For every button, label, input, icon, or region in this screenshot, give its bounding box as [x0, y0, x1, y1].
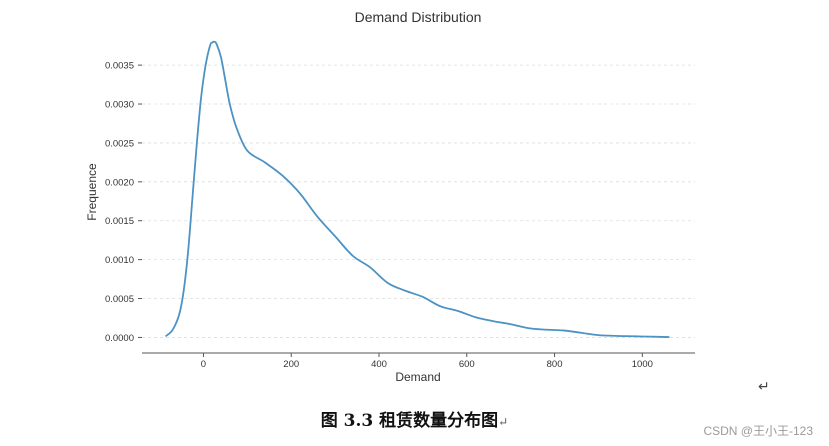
y-tick-label-3: 0.0015: [105, 216, 134, 227]
paragraph-return-mark: ↵: [758, 379, 770, 395]
demand-distribution-chart: Demand Distribution 0.00000.00050.00100.…: [85, 9, 695, 384]
figure-caption: 图 3.3 租赁数量分布图↵: [0, 406, 829, 431]
y-tick-label-7: 0.0035: [105, 61, 134, 72]
y-axis-ticks: 0.0000 0.0005 0.0010 0.0015 0.0020 0.0025 0.00…: [105, 61, 142, 344]
x-axis-ticks: 0 200 400 600 800 1000: [201, 353, 653, 370]
y-tick-label-2: 0.0010: [105, 255, 134, 266]
x-tick-label-0: 0: [201, 359, 206, 370]
x-tick-label-1: 200: [283, 359, 299, 370]
y-tick-label-4: 0.0020: [105, 177, 134, 188]
x-tick-label-2: 400: [371, 359, 387, 370]
x-tick-label-5: 1000: [632, 359, 653, 370]
csdn-watermark: CSDN @王小王-123: [703, 424, 813, 438]
x-axis-label: Demand: [395, 370, 440, 384]
y-tick-label-5: 0.0025: [105, 138, 134, 149]
y-tick-label-6: 0.0030: [105, 100, 134, 111]
grid-lines: [142, 64, 695, 338]
x-tick-label-3: 600: [459, 359, 475, 370]
figure-caption-text: 图 3.3 租赁数量分布图: [320, 411, 499, 431]
y-axis-label: Frequence: [85, 163, 99, 221]
series-line-demand-density: [165, 40, 670, 338]
y-tick-label-0: 0.0000: [105, 333, 134, 344]
y-tick-label-1: 0.0005: [105, 294, 134, 305]
x-tick-label-4: 800: [547, 359, 563, 370]
caption-return-mark: ↵: [498, 415, 509, 429]
chart-title: Demand Distribution: [355, 9, 482, 25]
